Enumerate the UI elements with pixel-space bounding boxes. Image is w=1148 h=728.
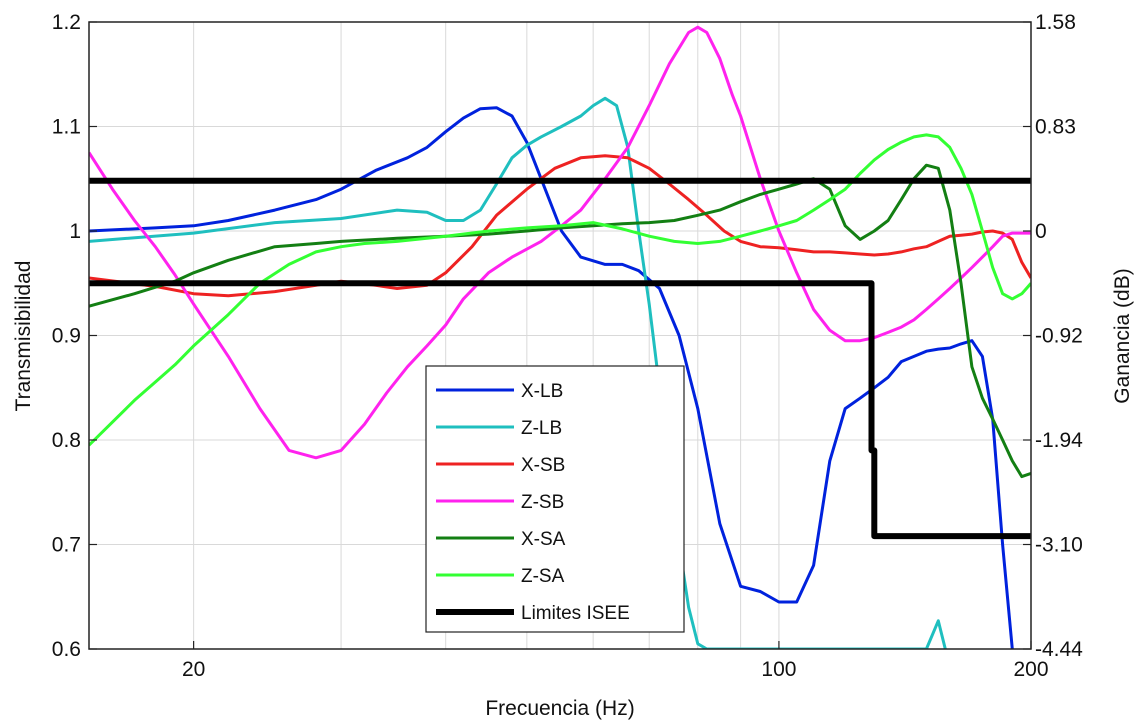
y2-tick-label: -3.10 (1035, 534, 1083, 557)
legend: X-LB Z-LB X-SB Z-SB X-SA Z-SA Limites ISEE (425, 365, 685, 633)
legend-label: X-SB (521, 455, 565, 476)
y-tick-label: 0.9 (52, 325, 81, 348)
y2-tick-label: -1.94 (1035, 429, 1083, 452)
y-tick-label: 1.2 (52, 11, 81, 34)
x-tick-label: 200 (1013, 658, 1048, 681)
series-line-x-lb (89, 106, 1014, 649)
legend-label: Z-SA (521, 566, 565, 587)
x-tick-label: 100 (761, 658, 796, 681)
y-tick-label: 0.8 (52, 429, 81, 452)
legend-label: X-SA (521, 529, 566, 550)
y2-tick-label: -4.44 (1035, 638, 1083, 661)
y2-tick-label: 0.83 (1035, 116, 1076, 139)
x-axis-label: Frecuencia (Hz) (485, 697, 634, 720)
series-line-z-sb (89, 25, 1031, 460)
legend-label: Z-SB (521, 492, 564, 513)
series-line-z-lb (89, 96, 947, 649)
legend-label: Z-LB (521, 418, 562, 439)
y2-tick-label: 1.58 (1035, 11, 1076, 34)
series-line-z-sa (89, 133, 1031, 447)
y-tick-label: 1.1 (52, 116, 81, 139)
axes: 20 100 200 0.6 0.7 0.8 0.9 1 1.1 1.2 1.58 0.83 0 -0.9… (52, 11, 1083, 681)
y2-tick-label: 0 (1035, 220, 1047, 243)
y2-axis-label: Ganancia (dB) (1111, 268, 1134, 403)
series-line-x-sa (89, 163, 1031, 479)
y-tick-label: 1 (69, 220, 81, 243)
series-line-x-sb (89, 154, 1031, 298)
series-line-limites-isee (89, 280, 1031, 540)
legend-box (425, 365, 685, 633)
series-group (89, 25, 1031, 649)
legend-label: Limites ISEE (521, 603, 630, 624)
y-axis-label: Transmisibilidad (12, 261, 35, 412)
y2-tick-label: -0.92 (1035, 325, 1083, 348)
legend-label: X-LB (521, 381, 563, 402)
x-tick-label: 20 (182, 658, 205, 681)
y-tick-label: 0.7 (52, 534, 81, 557)
y-tick-label: 0.6 (52, 638, 81, 661)
